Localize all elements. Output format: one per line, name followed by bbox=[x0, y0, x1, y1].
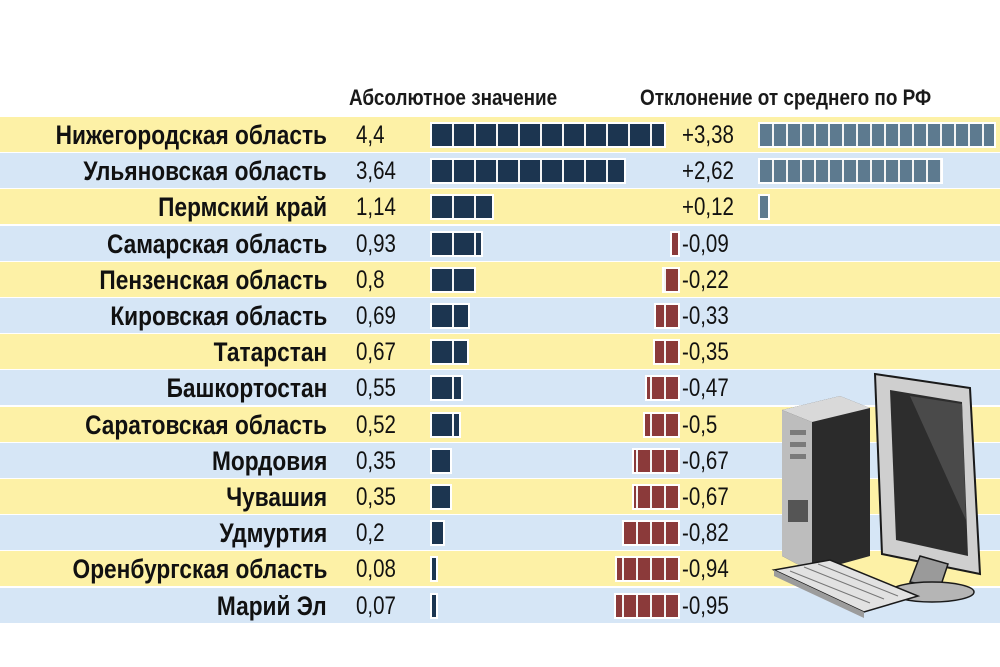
deviation-value-label: -0,22 bbox=[682, 265, 729, 294]
absolute-bar bbox=[429, 447, 453, 474]
deviation-bar-negative bbox=[643, 411, 680, 438]
absolute-bar bbox=[429, 556, 439, 583]
absolute-bar bbox=[430, 520, 445, 547]
deviation-value-label: -0,5 bbox=[682, 410, 718, 439]
absolute-bar bbox=[429, 411, 462, 438]
absolute-value-label: 0,2 bbox=[356, 519, 385, 548]
region-label: Саратовская область bbox=[85, 409, 327, 440]
absolute-value-label: 0,52 bbox=[356, 410, 396, 439]
deviation-bar-negative bbox=[653, 339, 680, 366]
table-row: Марий Эл 0,07 -0,95 bbox=[0, 586, 1000, 623]
table-row: Нижегородская область 4,4 +3,38 bbox=[0, 116, 1000, 152]
absolute-bar bbox=[429, 266, 477, 293]
table-row: Ульяновская область 3,64 +2,62 bbox=[0, 152, 1000, 189]
absolute-value-label: 0,55 bbox=[356, 374, 396, 403]
deviation-bar-negative bbox=[632, 484, 680, 510]
header-absolute: Абсолютное значение bbox=[349, 85, 558, 110]
table-row: Татарстан 0,67 -0,35 bbox=[0, 333, 1000, 370]
deviation-bar-positive bbox=[757, 158, 944, 185]
absolute-bar bbox=[429, 484, 453, 510]
deviation-bar-positive bbox=[758, 122, 996, 148]
deviation-bar-positive bbox=[757, 194, 771, 221]
deviation-value-label: -0,09 bbox=[682, 229, 729, 258]
absolute-value-label: 1,14 bbox=[356, 193, 396, 222]
deviation-value-label: -0,95 bbox=[682, 591, 729, 620]
absolute-bar bbox=[429, 230, 484, 257]
region-label: Башкортостан bbox=[166, 373, 327, 404]
deviation-value-label: +0,12 bbox=[682, 193, 734, 222]
deviation-value-label: -0,67 bbox=[682, 483, 729, 511]
region-label: Самарская область bbox=[106, 228, 327, 259]
absolute-value-label: 0,07 bbox=[356, 591, 396, 620]
region-label: Марий Эл bbox=[217, 590, 327, 621]
absolute-value-label: 0,35 bbox=[356, 446, 396, 475]
deviation-bar-negative bbox=[661, 266, 681, 293]
absolute-bar bbox=[430, 158, 626, 185]
table-row: Пермский край 1,14 +0,12 bbox=[0, 188, 1000, 225]
absolute-bar bbox=[430, 375, 463, 402]
deviation-bar-negative bbox=[645, 375, 680, 402]
region-label: Татарстан bbox=[213, 337, 327, 368]
deviation-value-label: -0,33 bbox=[682, 302, 729, 330]
absolute-value-label: 3,64 bbox=[356, 157, 396, 186]
absolute-value-label: 0,8 bbox=[356, 265, 385, 294]
deviation-value-label: -0,47 bbox=[682, 374, 729, 403]
absolute-value-label: 0,69 bbox=[356, 302, 396, 330]
region-label: Кировская область bbox=[110, 301, 327, 331]
table-row: Пензенская область 0,8 -0,22 bbox=[0, 260, 1000, 297]
region-label: Чувашия bbox=[226, 482, 327, 512]
deviation-bar-negative bbox=[670, 230, 680, 257]
absolute-bar bbox=[429, 339, 470, 366]
absolute-value-label: 0,93 bbox=[356, 229, 396, 258]
region-label: Ульяновская область bbox=[83, 156, 327, 187]
deviation-bar-negative bbox=[614, 592, 680, 619]
deviation-value-label: +3,38 bbox=[682, 121, 734, 149]
table-row: Кировская область 0,69 -0,33 bbox=[0, 297, 1000, 333]
absolute-value-label: 4,4 bbox=[356, 121, 385, 149]
deviation-bar-negative bbox=[632, 447, 680, 474]
absolute-bar bbox=[430, 122, 666, 148]
absolute-value-label: 0,35 bbox=[356, 483, 396, 511]
deviation-bar-negative bbox=[614, 556, 680, 583]
table-row: Самарская область 0,93 -0,09 bbox=[0, 224, 1000, 261]
absolute-bar bbox=[430, 592, 438, 619]
deviation-bar-negative bbox=[622, 520, 680, 547]
region-label: Пензенская область bbox=[98, 264, 327, 295]
desktop-computer-icon bbox=[771, 372, 982, 618]
region-label: Нижегородская область bbox=[55, 120, 327, 150]
region-label: Мордовия bbox=[211, 445, 327, 476]
region-label: Удмуртия bbox=[219, 518, 327, 549]
absolute-value-label: 0,08 bbox=[356, 555, 396, 584]
deviation-value-label: -0,94 bbox=[682, 555, 729, 584]
deviation-value-label: +2,62 bbox=[682, 157, 734, 186]
deviation-value-label: -0,35 bbox=[682, 338, 729, 367]
table-row: Башкортостан 0,55 -0,47 bbox=[0, 369, 1000, 406]
header-deviation: Отклонение от среднего по РФ bbox=[640, 85, 932, 110]
region-label: Оренбургская область bbox=[72, 554, 327, 585]
absolute-value-label: 0,67 bbox=[356, 338, 396, 367]
absolute-bar bbox=[429, 303, 471, 329]
deviation-bar-negative bbox=[654, 303, 680, 329]
deviation-value-label: -0,82 bbox=[682, 519, 729, 548]
deviation-value-label: -0,67 bbox=[682, 446, 729, 475]
absolute-bar bbox=[429, 194, 495, 221]
region-label: Пермский край bbox=[158, 192, 327, 223]
